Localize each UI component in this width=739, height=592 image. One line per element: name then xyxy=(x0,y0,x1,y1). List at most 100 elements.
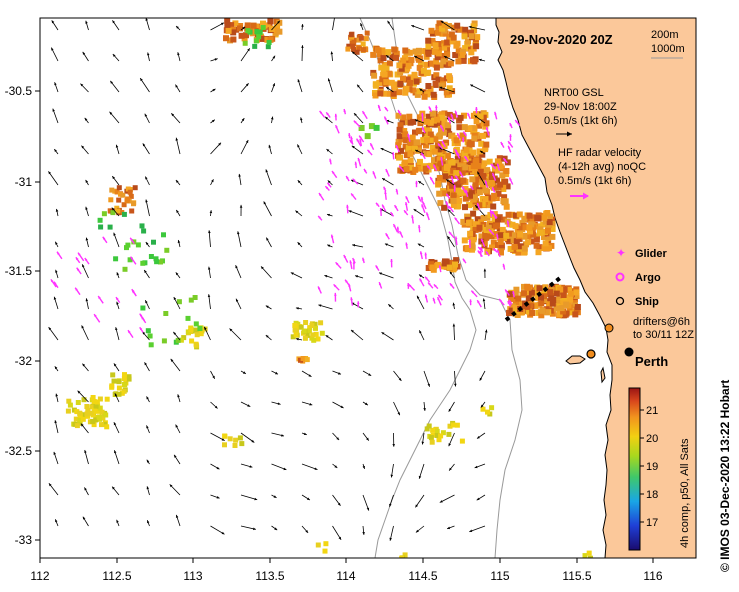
sst-cell xyxy=(407,150,414,157)
sst-cell xyxy=(256,34,262,40)
sst-cell xyxy=(397,81,404,87)
sst-cell xyxy=(440,129,447,136)
sst-cell xyxy=(126,376,132,382)
sst-cell xyxy=(467,192,473,199)
velocity-arrowhead xyxy=(454,383,457,387)
velocity-arrowhead xyxy=(492,173,495,176)
sst-cell xyxy=(230,29,237,36)
velocity-arrowhead xyxy=(50,279,54,283)
y-tick-label: -30.5 xyxy=(5,84,33,98)
velocity-arrowhead xyxy=(484,180,488,184)
velocity-arrowhead xyxy=(515,120,518,123)
velocity-arrowhead xyxy=(239,204,243,208)
sst-cell xyxy=(372,92,379,99)
velocity-arrowhead xyxy=(362,111,365,115)
velocity-arrowhead xyxy=(509,299,512,303)
sst-cell xyxy=(98,224,104,230)
sst-cell xyxy=(478,140,485,147)
velocity-arrowhead xyxy=(404,210,407,214)
velocity-arrowhead xyxy=(334,465,338,468)
sst-cell xyxy=(521,245,528,252)
colorbar-tick-label: 18 xyxy=(646,489,658,501)
velocity-arrowhead xyxy=(427,165,430,169)
velocity-arrowhead xyxy=(218,142,221,146)
velocity-arrowhead xyxy=(116,272,120,276)
sst-cell xyxy=(453,137,460,144)
velocity-arrowhead xyxy=(212,88,216,92)
gsl-velocity-arrows xyxy=(48,18,488,541)
velocity-arrowhead xyxy=(352,258,355,261)
velocity-arrowhead xyxy=(471,290,475,294)
sst-cell xyxy=(456,160,463,167)
velocity-arrowhead xyxy=(319,193,322,196)
sst-cell xyxy=(459,52,466,58)
velocity-arrowhead xyxy=(359,135,362,139)
sst-cell xyxy=(496,155,503,162)
sst-cell xyxy=(396,133,403,140)
velocity-arrow xyxy=(332,18,335,31)
velocity-arrowhead xyxy=(421,441,425,445)
velocity-arrowhead xyxy=(220,22,224,26)
velocity-arrowhead xyxy=(75,257,79,261)
velocity-arrowhead xyxy=(116,297,119,301)
velocity-arrowhead xyxy=(464,156,468,159)
velocity-arrowhead xyxy=(447,236,451,240)
sst-cell xyxy=(414,139,420,146)
velocity-arrowhead xyxy=(211,179,214,183)
velocity-arrowhead xyxy=(415,149,419,153)
sst-cell xyxy=(525,284,532,291)
glider-legend-label: Glider xyxy=(635,248,668,260)
sst-cell xyxy=(512,290,519,297)
velocity-arrow xyxy=(139,77,150,93)
sst-cell xyxy=(175,337,181,343)
sst-cell xyxy=(480,406,486,412)
velocity-arrow xyxy=(423,370,430,387)
sst-cell xyxy=(525,295,532,302)
sst-cell xyxy=(427,119,434,126)
sst-cell xyxy=(548,295,555,302)
velocity-arrowhead xyxy=(265,305,269,309)
perth-marker xyxy=(624,347,634,357)
sst-cell xyxy=(470,168,476,175)
sst-cell xyxy=(119,390,125,396)
sst-cell xyxy=(370,51,377,58)
sst-cell xyxy=(135,242,141,248)
velocity-arrowhead xyxy=(440,20,444,24)
sst-cell xyxy=(436,120,443,127)
velocity-arrowhead xyxy=(351,193,354,197)
sst-colorbar xyxy=(628,387,641,551)
sst-cell xyxy=(101,211,107,217)
sst-cell xyxy=(454,22,461,29)
velocity-arrowhead xyxy=(111,207,115,211)
sst-cell xyxy=(407,140,414,146)
sst-cell xyxy=(99,409,105,415)
sst-cell xyxy=(290,334,296,340)
sst-cell xyxy=(439,53,446,59)
sst-cell xyxy=(416,64,423,71)
velocity-arrowhead xyxy=(439,500,443,503)
sst-cell xyxy=(185,315,191,321)
sst-cell xyxy=(132,185,138,191)
sst-cell xyxy=(469,176,476,183)
drifter-marker-2 xyxy=(586,349,596,359)
sst-cell xyxy=(527,228,533,235)
velocity-arrowhead xyxy=(433,164,436,168)
velocity-arrowhead xyxy=(76,267,80,271)
velocity-arrowhead xyxy=(478,247,481,250)
drifters-legend-line2: to 30/11 12Z xyxy=(633,329,694,341)
velocity-arrowhead xyxy=(173,297,177,300)
velocity-arrowhead xyxy=(318,286,321,290)
sst-cell xyxy=(448,259,455,266)
sst-cell xyxy=(393,50,400,57)
sst-cell xyxy=(467,160,474,167)
sst-cell xyxy=(527,302,534,309)
sst-cell xyxy=(444,39,451,46)
velocity-arrowhead xyxy=(116,301,119,305)
sst-cell xyxy=(416,165,423,172)
sst-cell xyxy=(476,122,483,129)
sst-cell xyxy=(447,423,453,429)
velocity-arrowhead xyxy=(399,231,402,235)
sst-cell xyxy=(124,198,130,204)
sst-cell xyxy=(539,307,546,314)
sst-cell xyxy=(403,152,410,159)
